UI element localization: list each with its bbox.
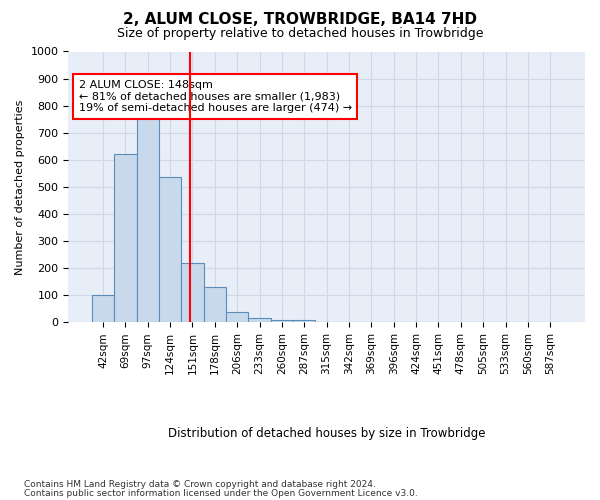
Bar xyxy=(159,178,181,322)
Text: Contains HM Land Registry data © Crown copyright and database right 2024.: Contains HM Land Registry data © Crown c… xyxy=(24,480,376,489)
Bar xyxy=(293,320,316,322)
Text: Size of property relative to detached houses in Trowbridge: Size of property relative to detached ho… xyxy=(117,28,483,40)
Bar xyxy=(181,263,203,322)
Text: 2 ALUM CLOSE: 148sqm
← 81% of detached houses are smaller (1,983)
19% of semi-de: 2 ALUM CLOSE: 148sqm ← 81% of detached h… xyxy=(79,80,352,113)
Bar xyxy=(203,287,226,322)
Bar xyxy=(248,318,271,322)
Bar xyxy=(226,312,248,322)
Y-axis label: Number of detached properties: Number of detached properties xyxy=(15,99,25,274)
Bar xyxy=(271,320,293,322)
Bar xyxy=(137,111,159,322)
Bar xyxy=(114,154,137,322)
X-axis label: Distribution of detached houses by size in Trowbridge: Distribution of detached houses by size … xyxy=(168,427,485,440)
Text: Contains public sector information licensed under the Open Government Licence v3: Contains public sector information licen… xyxy=(24,489,418,498)
Bar xyxy=(92,296,114,322)
Text: 2, ALUM CLOSE, TROWBRIDGE, BA14 7HD: 2, ALUM CLOSE, TROWBRIDGE, BA14 7HD xyxy=(123,12,477,28)
